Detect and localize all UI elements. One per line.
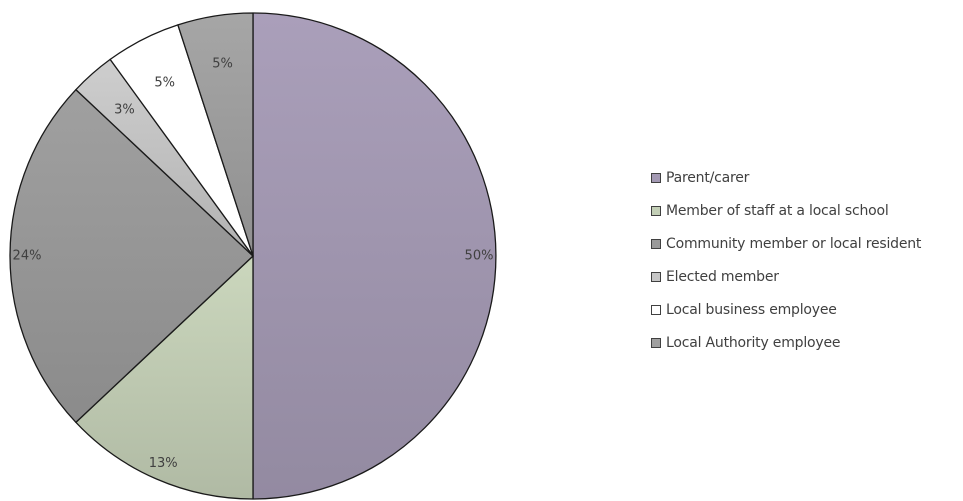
legend-label: Local business employee <box>666 301 837 318</box>
pie-data-label: 13% <box>149 456 178 471</box>
legend-item-authority-employee: Local Authority employee <box>651 326 921 359</box>
pie-slice-member-of-staff-at-a-local-school <box>75 255 254 500</box>
legend-swatch <box>651 172 661 183</box>
legend-label: Member of staff at a local school <box>666 202 889 219</box>
legend-label: Parent/carer <box>666 169 750 186</box>
legend-swatch <box>651 337 661 348</box>
legend-label: Local Authority employee <box>666 334 841 351</box>
pie-slice-local-authority-employee <box>177 12 254 257</box>
pie-slice-parent-carer <box>252 12 497 500</box>
legend-swatch <box>651 205 661 216</box>
pie-data-label: 5% <box>212 57 233 72</box>
legend-item-parent-carer: Parent/carer <box>651 161 921 194</box>
legend-item-elected-member: Elected member <box>651 260 921 293</box>
pie-slice-community-member-or-local-resident <box>9 89 254 423</box>
chart-legend: Parent/carer Member of staff at a local … <box>651 161 921 359</box>
legend-label: Elected member <box>666 268 779 285</box>
pie-slices <box>9 12 497 500</box>
pie-data-label: 3% <box>114 103 135 118</box>
legend-swatch <box>651 271 661 282</box>
pie-data-label: 50% <box>465 249 494 264</box>
legend-swatch <box>651 304 661 315</box>
pie-data-labels: 50% 13% 24% 3% 5% 5% <box>13 57 494 471</box>
pie-data-label: 5% <box>154 75 175 90</box>
legend-swatch <box>651 238 661 249</box>
legend-item-business-employee: Local business employee <box>651 293 921 326</box>
legend-item-community-member: Community member or local resident <box>651 227 921 260</box>
pie-data-label: 24% <box>13 249 42 264</box>
legend-label: Community member or local resident <box>666 235 922 252</box>
legend-item-school-staff: Member of staff at a local school <box>651 194 921 227</box>
